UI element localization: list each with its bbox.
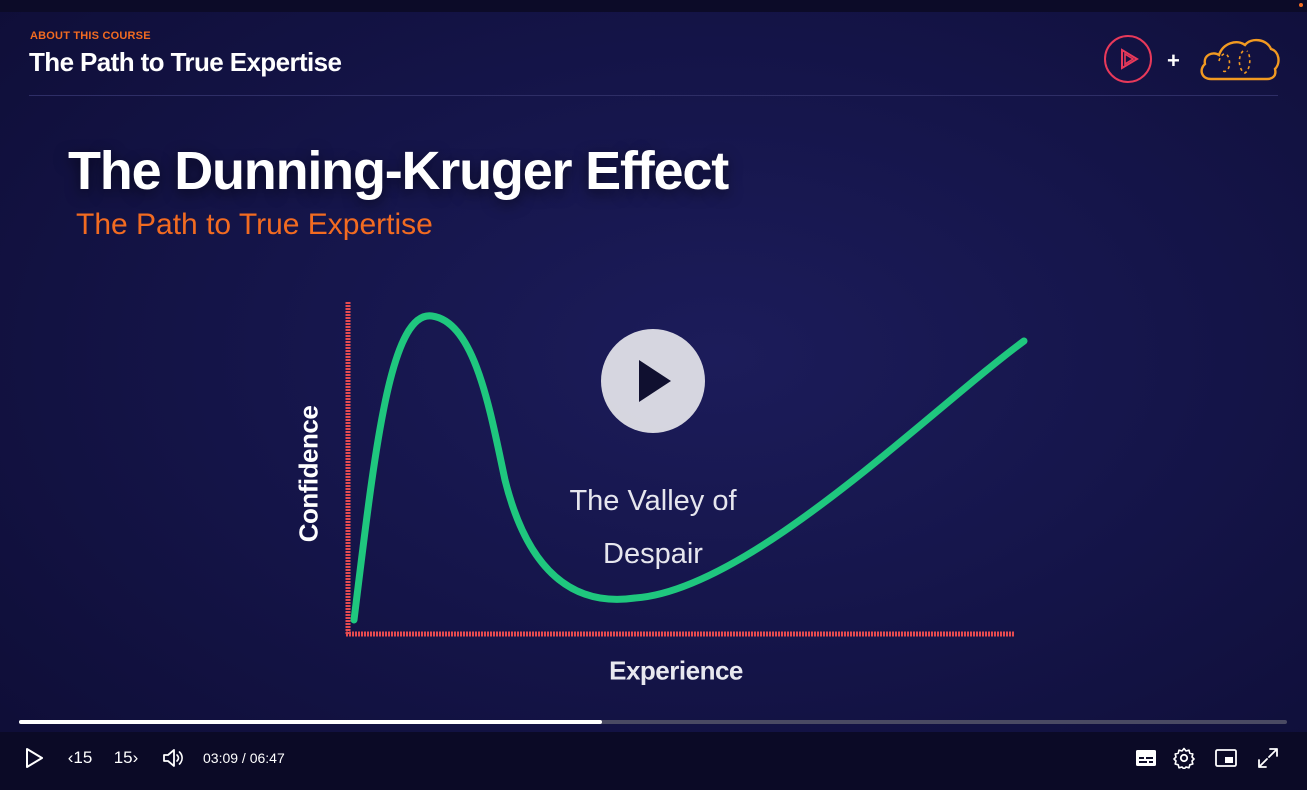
progress-bar[interactable] [19,720,1287,724]
dunning-kruger-chart [345,302,1028,637]
rewind-15-label: 15 [73,748,93,767]
captions-button[interactable] [1134,747,1158,769]
header-divider [29,95,1278,96]
play-icon [639,360,671,402]
settings-button[interactable] [1172,746,1196,770]
center-play-button[interactable] [601,329,705,433]
play-button[interactable] [22,746,46,770]
captions-icon [1136,750,1156,766]
controls-bar [0,732,1307,790]
course-eyebrow: ABOUT THIS COURSE [30,30,151,42]
rewind-15-button[interactable]: ‹ 15 [62,747,98,769]
top-strip [0,0,1307,12]
time-separator: / [238,750,250,766]
picture-in-picture-button[interactable] [1214,747,1238,769]
plus-icon: + [1167,48,1180,73]
time-display: 03:09 / 06:47 [203,750,285,766]
forward-15-label: 15 [113,748,133,767]
y-axis-label: Confidence [293,405,324,543]
course-title: The Path to True Expertise [29,47,342,77]
volume-button[interactable] [160,746,186,770]
valley-annotation: The Valley of Despair [569,485,737,570]
cloud-logo-icon [1200,38,1280,81]
notification-dot [1299,3,1303,7]
forward-15-icon: › [132,748,139,767]
settings-gear-icon [1173,747,1195,769]
pluralsight-logo [1104,35,1152,83]
volume-icon [163,749,183,767]
rewind-15-icon: ‹ [67,748,74,767]
x-axis-label: Experience [609,655,743,686]
fullscreen-icon [1258,748,1278,768]
forward-15-button[interactable]: 15 › [108,747,144,769]
progress-fill [19,720,603,724]
duration: 06:47 [249,750,285,766]
play-logo-icon [1121,48,1139,70]
picture-in-picture-icon [1215,749,1237,767]
slide-subtitle: The Path to True Expertise [76,208,433,241]
fullscreen-button[interactable] [1256,746,1280,770]
current-time: 03:09 [203,750,239,766]
slide-title: The Dunning-Kruger Effect [68,141,729,201]
confidence-curve [350,312,1028,624]
play-icon [26,748,43,768]
